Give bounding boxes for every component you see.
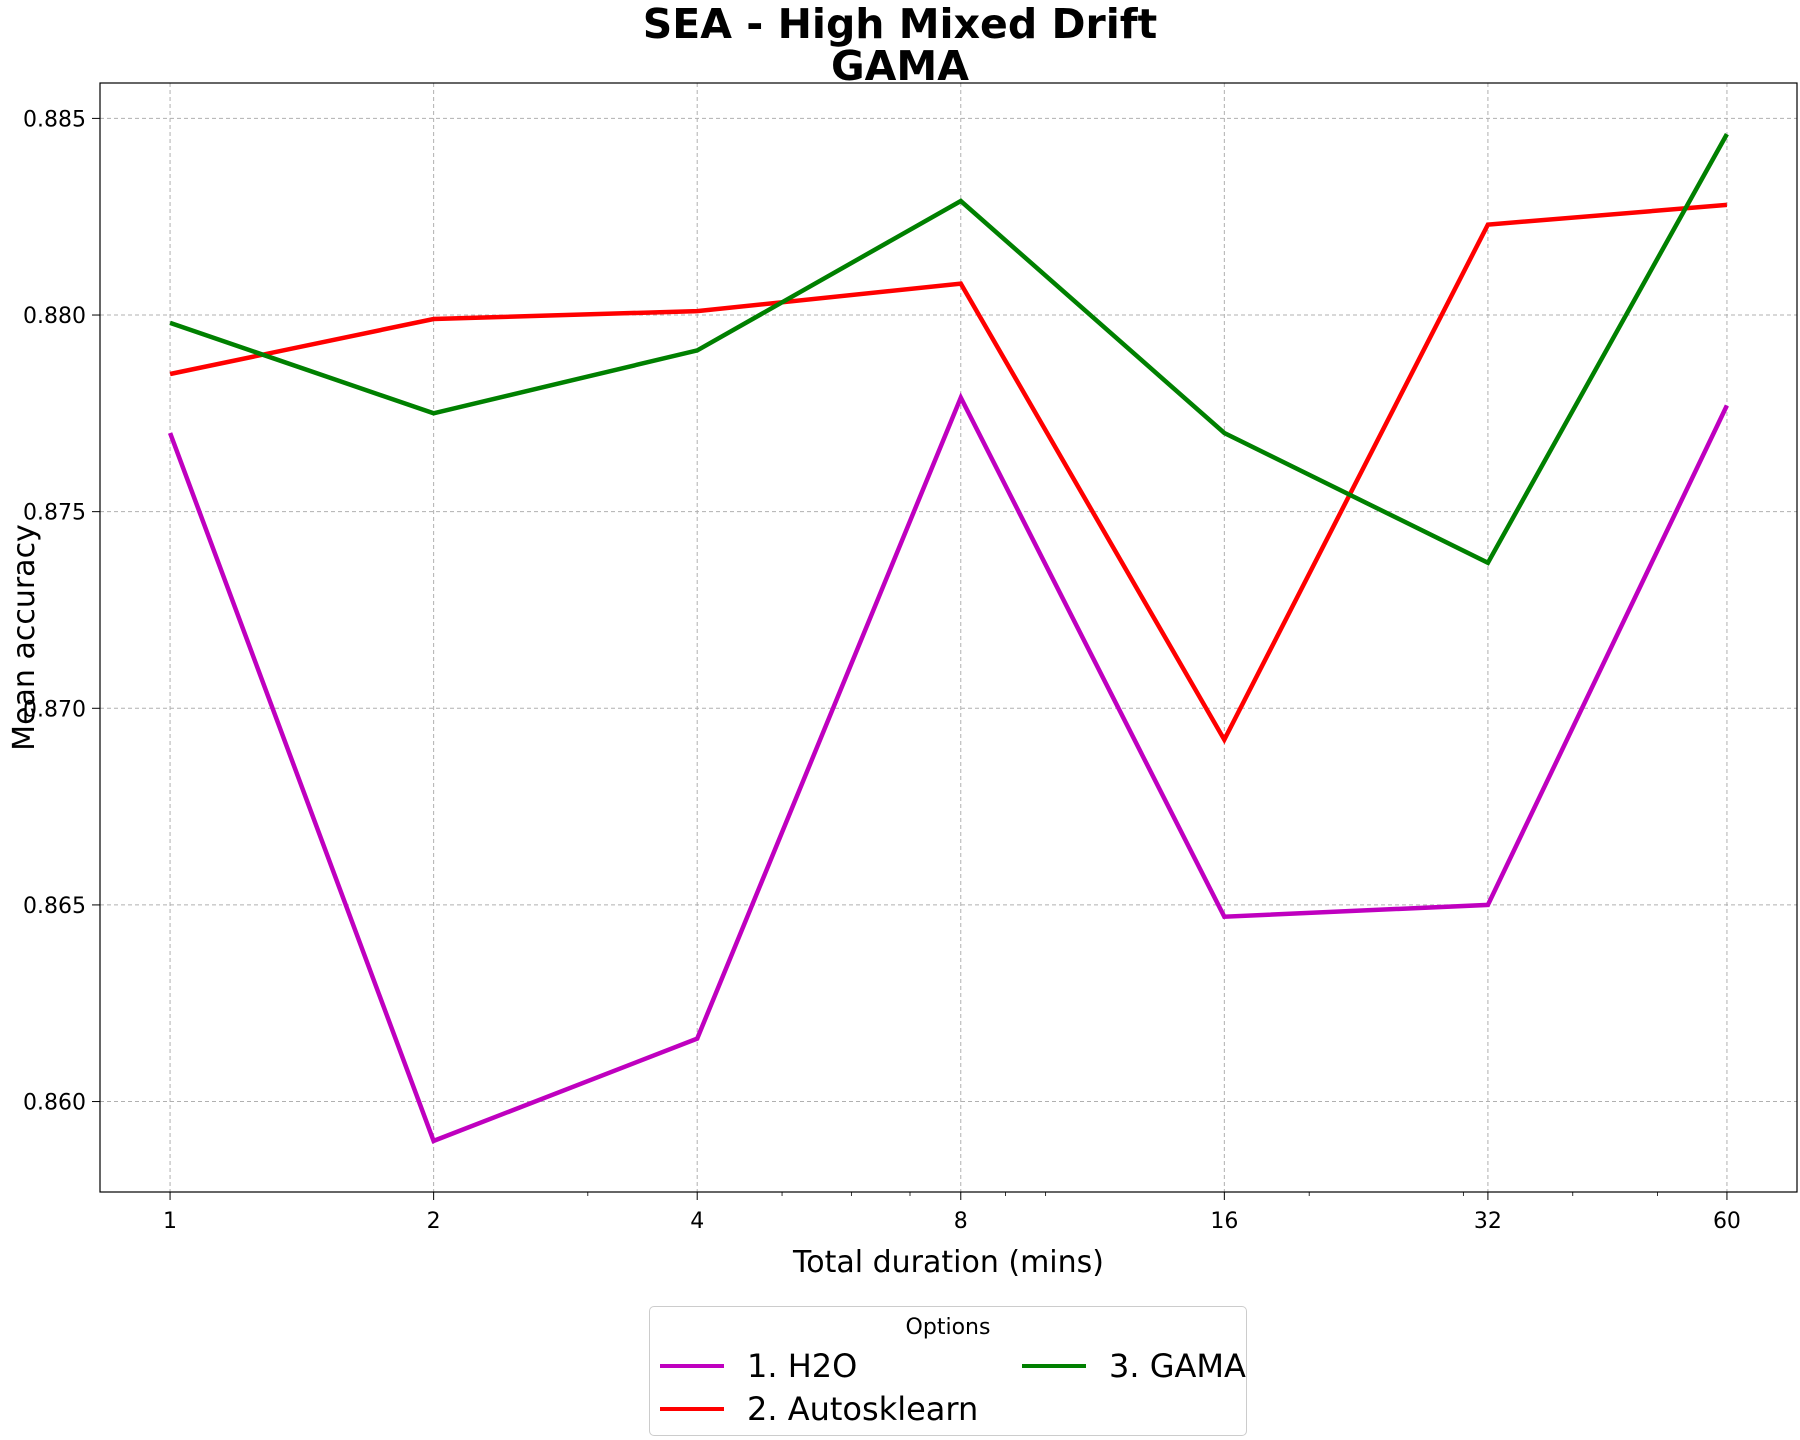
chart-subtitle: GAMA <box>831 42 969 90</box>
x-tick-label: 60 <box>1713 1209 1741 1234</box>
legend-label-gama: 3. GAMA <box>1109 1347 1246 1385</box>
y-axis-label: Mean accuracy <box>7 524 42 751</box>
legend-label-h2o: 1. H2O <box>747 1347 858 1385</box>
series-line-2 <box>169 202 1728 745</box>
x-axis-label: Total duration (mins) <box>792 1245 1104 1280</box>
line-chart: 1 2 4 8 16 32 60 0.860 0.865 0.870 0.875 0.880 0.885… <box>7 82 1798 1280</box>
legend-item-gama: 3. GAMA <box>1022 1347 1246 1385</box>
y-tick-label: 0.860 <box>23 1091 86 1116</box>
legend: Options 1. H2O 2. Autosklearn 3. GAMA <box>649 1306 1247 1436</box>
series-line-1 <box>167 392 1729 1144</box>
axis-ticks: 1 2 4 8 16 32 60 0.860 0.865 0.870 0.875 0.880 0.885 <box>23 107 1741 1234</box>
x-tick-label: 16 <box>1210 1209 1238 1234</box>
x-tick-label: 32 <box>1474 1209 1502 1234</box>
legend-label-autosklearn: 2. Autosklearn <box>747 1390 979 1428</box>
legend-title: Options <box>905 1315 991 1340</box>
legend-swatch-autosklearn <box>660 1407 724 1411</box>
legend-item-autosklearn: 2. Autosklearn <box>660 1390 978 1428</box>
y-tick-label: 0.875 <box>23 501 86 526</box>
chart-title: SEA - High Mixed Drift <box>642 0 1158 48</box>
x-tick-label: 1 <box>163 1209 177 1234</box>
series-line-3 <box>169 133 1729 566</box>
legend-swatch-h2o <box>660 1364 724 1368</box>
series-lines <box>167 133 1729 1144</box>
legend-swatch-gama <box>1022 1364 1086 1368</box>
x-tick-label: 8 <box>954 1209 968 1234</box>
x-tick-label: 4 <box>690 1209 704 1234</box>
x-tick-label: 2 <box>427 1209 441 1234</box>
plot-frame <box>99 82 1798 1193</box>
legend-item-h2o: 1. H2O <box>660 1347 857 1385</box>
y-tick-label: 0.880 <box>23 304 86 329</box>
y-tick-label: 0.865 <box>23 894 86 919</box>
y-tick-label: 0.885 <box>23 107 86 132</box>
y-tick-label: 0.870 <box>23 697 86 722</box>
grid <box>100 83 1797 1192</box>
